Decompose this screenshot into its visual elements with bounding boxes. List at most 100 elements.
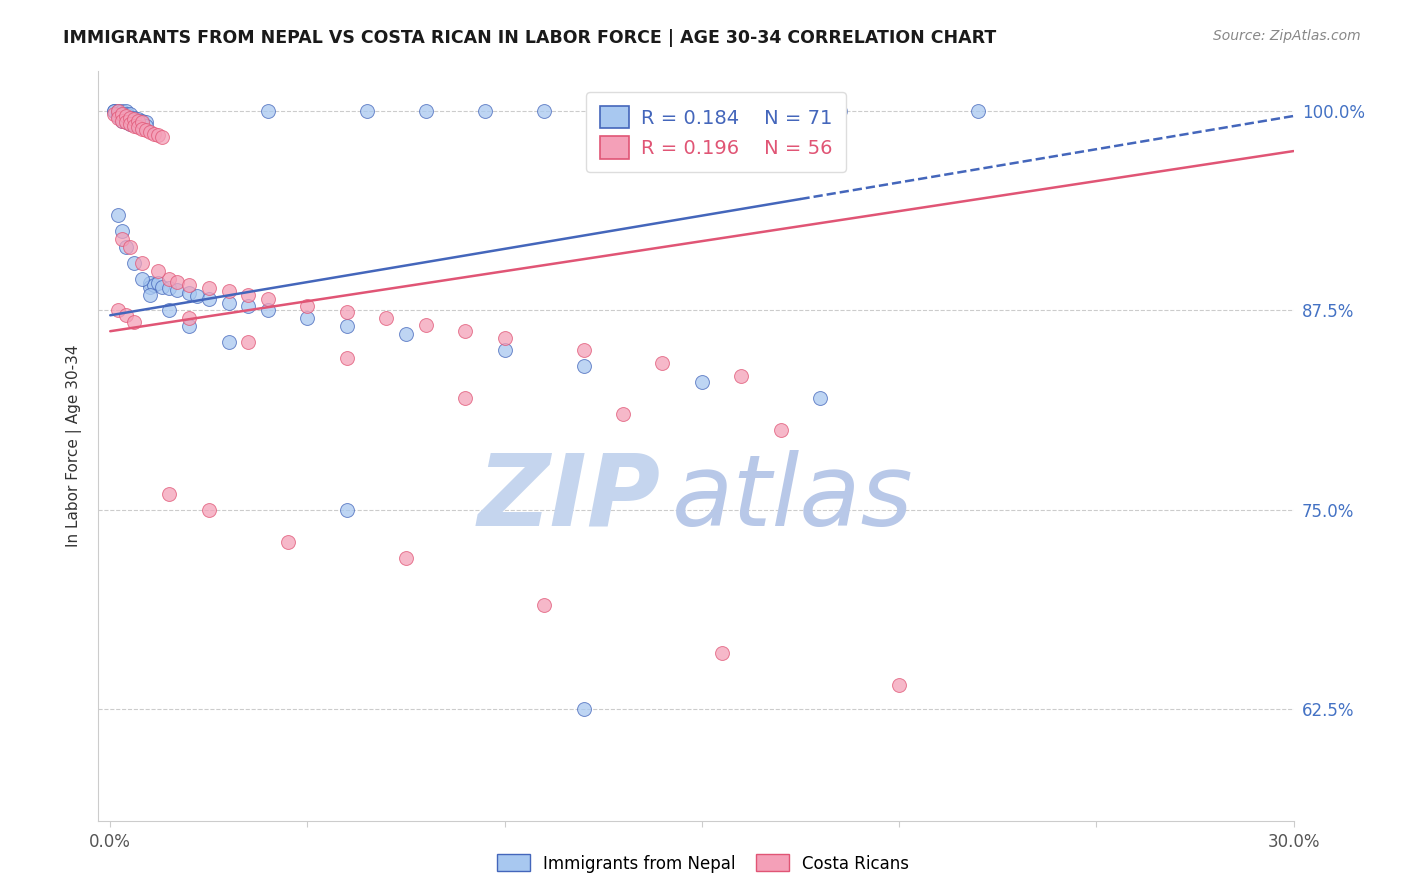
- Point: [157, 303, 180, 318]
- Point: [150, 129, 173, 144]
- Point: [572, 702, 595, 716]
- Point: [277, 534, 299, 549]
- Point: [146, 277, 169, 291]
- Point: [651, 356, 673, 370]
- Point: [828, 104, 851, 119]
- Point: [115, 115, 138, 129]
- Point: [118, 111, 141, 125]
- Point: [115, 115, 138, 129]
- Point: [415, 318, 437, 332]
- Legend: R = 0.184    N = 71, R = 0.196    N = 56: R = 0.184 N = 71, R = 0.196 N = 56: [586, 92, 846, 172]
- Point: [157, 487, 180, 501]
- Point: [218, 285, 240, 299]
- Text: Source: ZipAtlas.com: Source: ZipAtlas.com: [1213, 29, 1361, 44]
- Point: [122, 315, 145, 329]
- Point: [103, 104, 125, 119]
- Point: [115, 113, 138, 128]
- Point: [138, 287, 160, 301]
- Point: [127, 112, 149, 127]
- Point: [612, 104, 634, 119]
- Point: [297, 311, 319, 326]
- Point: [336, 319, 359, 334]
- Point: [146, 128, 169, 142]
- Point: [111, 107, 134, 121]
- Text: atlas: atlas: [672, 450, 914, 547]
- Point: [118, 113, 141, 128]
- Point: [198, 502, 221, 516]
- Point: [118, 111, 141, 125]
- Point: [238, 287, 260, 301]
- Point: [887, 678, 910, 692]
- Point: [131, 121, 153, 136]
- Point: [257, 293, 280, 307]
- Point: [238, 299, 260, 313]
- Point: [111, 113, 134, 128]
- Point: [122, 112, 145, 127]
- Point: [186, 289, 208, 303]
- Point: [198, 281, 221, 295]
- Point: [179, 311, 201, 326]
- Point: [710, 646, 733, 660]
- Point: [749, 104, 772, 119]
- Point: [111, 111, 134, 125]
- Point: [118, 117, 141, 131]
- Point: [218, 295, 240, 310]
- Point: [395, 550, 418, 565]
- Point: [138, 279, 160, 293]
- Point: [107, 107, 129, 121]
- Point: [494, 343, 516, 358]
- Point: [107, 208, 129, 222]
- Point: [107, 104, 129, 119]
- Point: [115, 107, 138, 121]
- Point: [967, 104, 990, 119]
- Point: [730, 368, 752, 383]
- Point: [142, 277, 165, 292]
- Point: [454, 324, 477, 338]
- Point: [122, 119, 145, 133]
- Point: [131, 120, 153, 135]
- Point: [690, 376, 713, 390]
- Point: [111, 232, 134, 246]
- Point: [218, 335, 240, 350]
- Point: [395, 327, 418, 342]
- Point: [107, 109, 129, 123]
- Point: [127, 120, 149, 135]
- Point: [115, 308, 138, 322]
- Point: [494, 330, 516, 344]
- Point: [107, 104, 129, 119]
- Point: [297, 299, 319, 313]
- Point: [115, 104, 138, 119]
- Point: [135, 115, 157, 129]
- Point: [415, 104, 437, 119]
- Point: [146, 263, 169, 277]
- Point: [769, 423, 792, 437]
- Point: [103, 104, 125, 119]
- Point: [131, 115, 153, 129]
- Point: [612, 407, 634, 421]
- Point: [122, 255, 145, 269]
- Point: [138, 125, 160, 139]
- Point: [533, 599, 555, 613]
- Point: [127, 115, 149, 129]
- Point: [533, 104, 555, 119]
- Y-axis label: In Labor Force | Age 30-34: In Labor Force | Age 30-34: [66, 344, 83, 548]
- Point: [127, 119, 149, 133]
- Point: [257, 104, 280, 119]
- Point: [356, 104, 378, 119]
- Point: [131, 271, 153, 285]
- Point: [572, 359, 595, 374]
- Point: [122, 111, 145, 125]
- Point: [131, 117, 153, 131]
- Point: [150, 279, 173, 293]
- Point: [135, 119, 157, 133]
- Point: [179, 285, 201, 300]
- Point: [166, 275, 188, 289]
- Point: [238, 335, 260, 350]
- Point: [111, 104, 134, 119]
- Point: [111, 107, 134, 121]
- Point: [179, 277, 201, 292]
- Point: [111, 113, 134, 128]
- Point: [118, 117, 141, 131]
- Point: [131, 113, 153, 128]
- Point: [157, 281, 180, 295]
